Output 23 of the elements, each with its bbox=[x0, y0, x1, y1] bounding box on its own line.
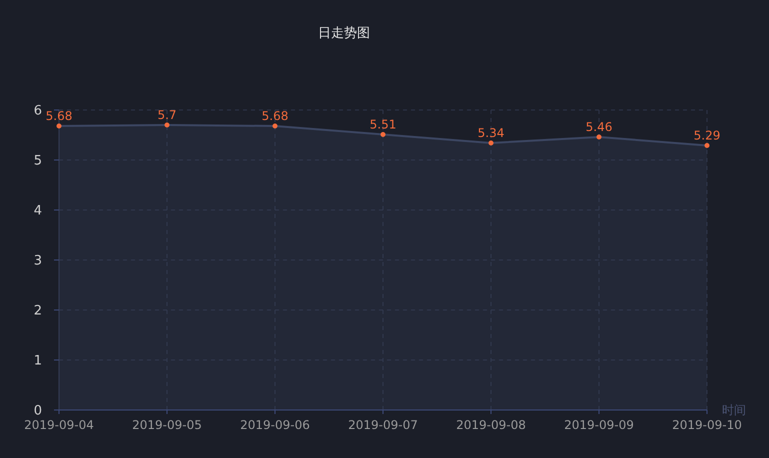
y-tick-label: 4 bbox=[34, 204, 42, 219]
x-tick-label: 2019-09-07 bbox=[348, 418, 418, 432]
chart-title: 日走势图 bbox=[318, 26, 370, 41]
x-tick-label: 2019-09-08 bbox=[456, 418, 526, 432]
data-label: 5.29 bbox=[694, 128, 720, 142]
y-tick-label: 0 bbox=[34, 404, 42, 419]
x-tick-label: 2019-09-04 bbox=[24, 418, 94, 432]
data-label: 5.68 bbox=[46, 109, 72, 123]
x-axis-title: 时间 bbox=[722, 403, 746, 417]
y-tick-label: 6 bbox=[34, 104, 42, 119]
data-label: 5.46 bbox=[586, 120, 612, 134]
x-tick-label: 2019-09-09 bbox=[564, 418, 634, 432]
data-label: 5.68 bbox=[262, 109, 288, 123]
x-tick-label: 2019-09-10 bbox=[672, 418, 742, 432]
data-label: 5.34 bbox=[478, 126, 504, 140]
x-tick-label: 2019-09-06 bbox=[240, 418, 310, 432]
y-tick-label: 2 bbox=[34, 304, 42, 319]
data-label: 5.51 bbox=[370, 118, 396, 132]
x-tick-label: 2019-09-05 bbox=[132, 418, 202, 432]
y-tick-label: 1 bbox=[34, 354, 42, 369]
y-tick-label: 3 bbox=[34, 254, 42, 269]
data-label: 5.7 bbox=[157, 108, 177, 122]
y-tick-label: 5 bbox=[34, 154, 42, 169]
